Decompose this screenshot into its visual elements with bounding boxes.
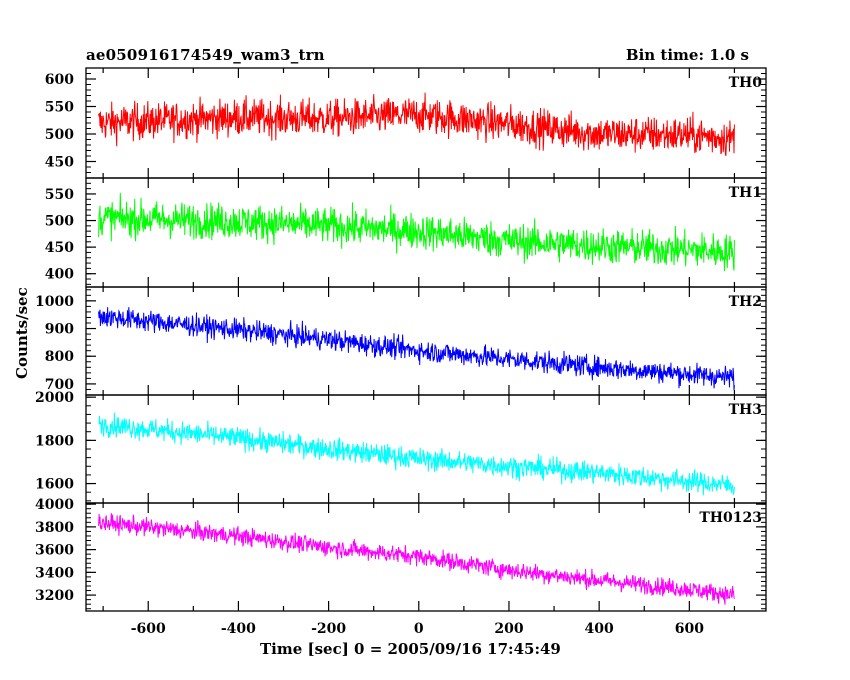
panel-frame	[85, 394, 767, 504]
y-tick-label: 450	[45, 155, 74, 171]
y-tick-label: 600	[45, 72, 74, 88]
y-tick-label: 500	[45, 127, 74, 143]
series-line-th0	[98, 92, 735, 157]
series-line-th0123	[98, 513, 735, 605]
y-tick-label: 500	[45, 214, 74, 230]
y-tick-label: 900	[45, 322, 74, 338]
panel-frame	[85, 502, 767, 612]
x-tick-label: -400	[221, 621, 256, 637]
x-tick-label: 200	[494, 621, 523, 637]
y-tick-label: 4000	[35, 497, 74, 513]
chart-title: ae050916174549_wam3_trn	[86, 46, 325, 64]
y-tick-label: 1800	[35, 433, 74, 449]
y-tick-label: 3400	[35, 565, 74, 581]
y-tick-label: 3600	[35, 543, 74, 559]
series-label-th0123: TH0123	[699, 510, 762, 526]
y-tick-label: 1600	[35, 477, 74, 493]
y-tick-label: 3200	[35, 588, 74, 604]
panel-frame	[85, 286, 767, 396]
y-tick-label: 2000	[35, 390, 74, 406]
y-tick-label: 1000	[35, 294, 74, 310]
x-tick-label: 400	[585, 621, 614, 637]
y-tick-label: 450	[45, 240, 74, 256]
series-line-th2	[98, 307, 735, 391]
y-tick-label: 550	[45, 100, 74, 116]
series-label-th3: TH3	[729, 402, 762, 418]
y-tick-label: 3800	[35, 520, 74, 536]
x-tick-label: -200	[311, 621, 346, 637]
series-line-th3	[98, 412, 735, 496]
x-tick-label: 0	[414, 621, 424, 637]
y-tick-label: 800	[45, 349, 74, 365]
series-label-th2: TH2	[729, 294, 762, 310]
bin-time-label: Bin time: 1.0 s	[625, 46, 749, 64]
x-tick-label: 600	[675, 621, 704, 637]
series-label-th0: TH0	[729, 75, 763, 91]
x-tick-label: -600	[131, 621, 166, 637]
series-label-th1: TH1	[729, 185, 762, 201]
series-line-th1	[98, 192, 735, 272]
y-tick-label: 400	[45, 267, 74, 283]
y-tick-label: 700	[45, 377, 74, 393]
x-axis-label: Time [sec] 0 = 2005/09/16 17:45:49	[260, 640, 561, 658]
y-tick-label: 550	[45, 187, 74, 203]
